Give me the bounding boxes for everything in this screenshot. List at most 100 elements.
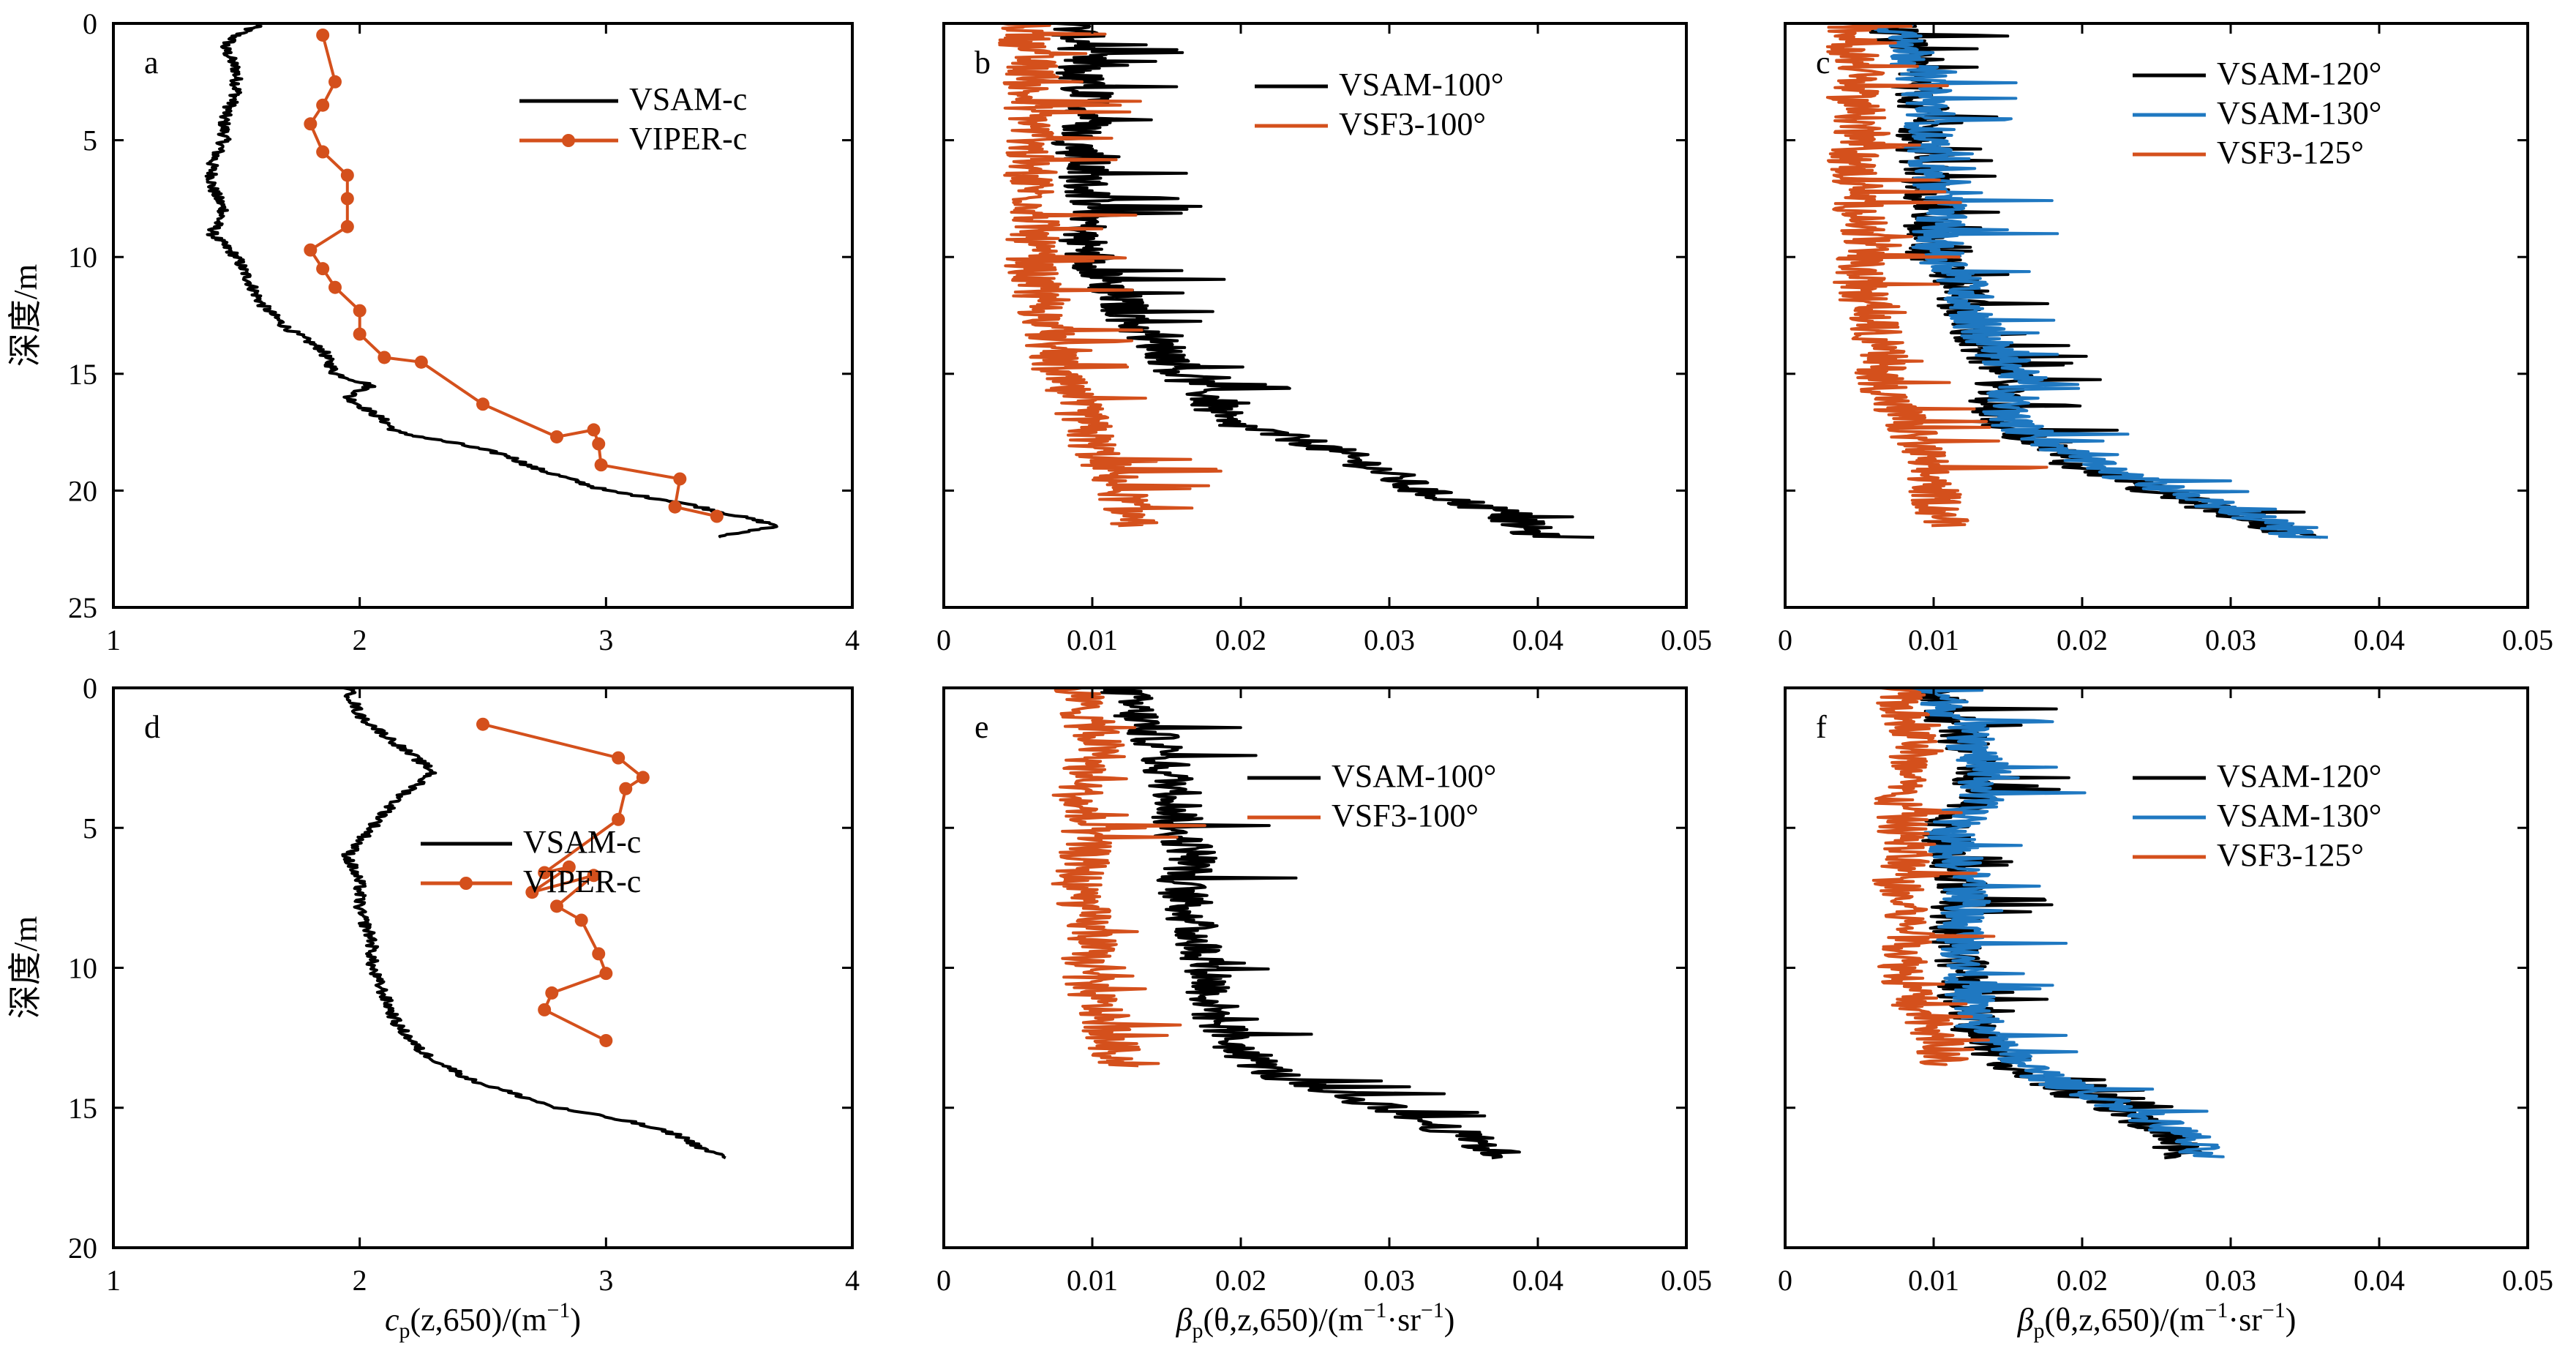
- legend-marker: [562, 134, 575, 147]
- series-line: [1051, 686, 1206, 1068]
- panel-label: c: [1816, 45, 1830, 80]
- y-tick-label: 10: [68, 241, 97, 274]
- data-point: [668, 500, 682, 514]
- panel-label: a: [144, 45, 159, 80]
- x-tick-label: 0.02: [2057, 1264, 2108, 1297]
- legend-label: VSAM-130°: [2217, 798, 2381, 834]
- legend-label: VSAM-c: [523, 824, 641, 860]
- legend-label: VIPER-c: [523, 864, 641, 899]
- x-axis-label: cp(z,650)/(m−1): [385, 1298, 581, 1343]
- x-tick-label: 4: [845, 1264, 860, 1297]
- data-point: [636, 771, 650, 784]
- x-tick-label: 0.05: [1661, 623, 1712, 656]
- data-point: [316, 28, 330, 42]
- x-tick-label: 0: [1778, 623, 1792, 656]
- series-b-0: [1051, 22, 1595, 539]
- plot-layer: [112, 22, 2529, 1249]
- axes-frame: [1784, 22, 2529, 609]
- x-tick-label: 0.04: [2354, 1264, 2405, 1297]
- y-axis-label: 深度/m: [7, 264, 44, 367]
- series-c-2: [1825, 22, 2049, 528]
- x-tick-label: 0: [936, 623, 951, 656]
- data-point: [594, 458, 608, 472]
- x-axis-label: βp(θ,z,650)/(m−1·sr−1): [1176, 1298, 1455, 1343]
- series-c-1: [1874, 22, 2328, 539]
- data-point: [328, 280, 342, 294]
- legend-label: VIPER-c: [629, 121, 747, 157]
- panel-d: [112, 686, 854, 1249]
- x-tick-label: 0.01: [1067, 623, 1118, 656]
- data-point: [612, 812, 626, 826]
- panel-c: [1784, 22, 2529, 609]
- series-line: [998, 22, 1223, 528]
- legend-label: VSAM-c: [629, 81, 747, 117]
- x-tick-label: 0.02: [1215, 623, 1266, 656]
- series-line: [482, 722, 645, 1042]
- data-point: [353, 304, 367, 318]
- data-point: [562, 860, 576, 874]
- panel-a: [112, 22, 854, 609]
- data-point: [340, 192, 354, 206]
- x-tick-label: 0.03: [1364, 1264, 1415, 1297]
- x-tick-label: 0.04: [1512, 623, 1563, 656]
- data-point: [612, 751, 626, 765]
- legend-label: VSF3-100°: [1332, 798, 1479, 834]
- legend-label: VSF3-125°: [2217, 135, 2364, 171]
- data-point: [592, 947, 606, 961]
- x-tick-label: 1: [106, 1264, 121, 1297]
- legend-marker: [459, 877, 473, 890]
- series-e-0: [1100, 686, 1521, 1160]
- x-tick-label: 0.02: [1215, 1264, 1266, 1297]
- x-tick-label: 0.05: [2502, 623, 2553, 656]
- x-tick-label: 1: [106, 623, 121, 656]
- x-tick-label: 2: [353, 623, 367, 656]
- x-axis-label: βp(θ,z,650)/(m−1·sr−1): [2017, 1298, 2297, 1343]
- x-tick-label: 0.01: [1067, 1264, 1118, 1297]
- data-point: [353, 327, 367, 341]
- series-f-1: [1908, 686, 2225, 1158]
- panel-f: [1784, 686, 2529, 1249]
- axes-frame: [942, 22, 1688, 609]
- legend-label: VSAM-100°: [1332, 758, 1496, 794]
- x-tick-label: 0: [936, 1264, 951, 1297]
- axes-frame: [112, 686, 854, 1249]
- y-tick-label: 5: [83, 124, 97, 157]
- panel-e: [942, 686, 1688, 1249]
- series-d-1: [476, 717, 650, 1047]
- series-line: [1908, 686, 2225, 1158]
- y-tick-label: 5: [83, 812, 97, 844]
- data-point: [592, 437, 606, 451]
- series-line: [1100, 686, 1521, 1160]
- data-point: [574, 913, 588, 927]
- y-tick-label: 0: [83, 672, 97, 705]
- y-axis-label: 深度/m: [7, 916, 44, 1019]
- data-point: [587, 423, 601, 437]
- series-f-2: [1871, 686, 1996, 1066]
- legend-label: VSAM-120°: [2217, 56, 2381, 91]
- panel-label: e: [975, 709, 989, 745]
- legend-label: VSF3-100°: [1339, 106, 1486, 142]
- data-point: [316, 98, 330, 112]
- panel-label: b: [975, 45, 991, 80]
- x-tick-label: 3: [598, 1264, 613, 1297]
- y-tick-label: 15: [68, 1092, 97, 1125]
- y-tick-label: 0: [83, 7, 97, 40]
- series-line: [204, 22, 778, 539]
- series-b-1: [998, 22, 1223, 528]
- legend-label: VSAM-120°: [2217, 758, 2381, 794]
- x-tick-label: 0.01: [1908, 1264, 1959, 1297]
- data-point: [340, 168, 354, 182]
- data-point: [545, 986, 559, 1000]
- series-line: [1825, 22, 2049, 528]
- data-point: [538, 866, 552, 880]
- axes-frame: [112, 22, 854, 609]
- data-point: [328, 75, 342, 89]
- data-point: [304, 117, 318, 131]
- x-tick-label: 4: [845, 623, 860, 656]
- axes-frame: [942, 686, 1688, 1249]
- x-tick-label: 0.01: [1908, 623, 1959, 656]
- data-point: [550, 899, 563, 913]
- x-tick-label: 0.04: [1512, 1264, 1563, 1297]
